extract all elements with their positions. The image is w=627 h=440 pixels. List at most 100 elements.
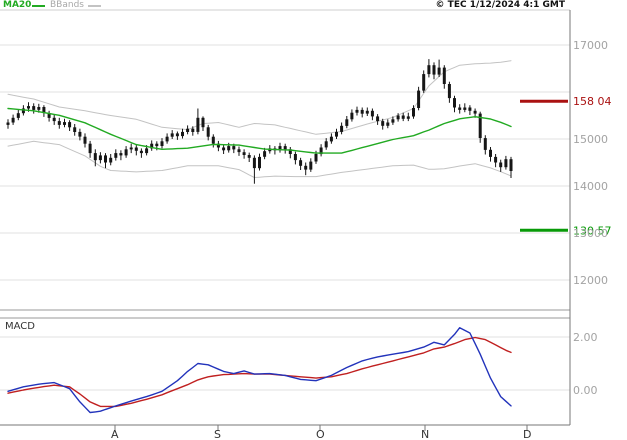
bollinger-lower-line — [7, 140, 512, 178]
candle-body — [47, 113, 51, 118]
candle-body — [42, 107, 46, 114]
candle-body — [335, 131, 338, 137]
candle-body — [145, 148, 149, 154]
candle-body — [237, 149, 241, 153]
macd-axis-label: 2.00 — [573, 331, 598, 344]
candle-body — [422, 74, 426, 91]
candle-body — [504, 159, 508, 168]
candle-body — [432, 65, 436, 75]
candle-body — [406, 116, 410, 119]
candle-body — [104, 155, 107, 163]
bbands-line-swatch — [88, 5, 101, 7]
candle-body — [293, 154, 297, 161]
candle-body — [412, 108, 415, 117]
candle-body — [473, 110, 477, 114]
macd-line — [7, 327, 512, 414]
month-label: D — [523, 428, 531, 440]
candle-body — [139, 150, 143, 154]
month-label: N — [421, 428, 429, 440]
candle-body — [494, 156, 498, 163]
copyright-text: © TEC 1/12/2024 4:1 GMT — [435, 0, 565, 10]
candle-body — [447, 84, 451, 99]
candle-body — [319, 147, 323, 155]
candle-body — [170, 133, 174, 137]
candle-body — [109, 157, 113, 163]
candle-body — [340, 125, 344, 132]
candle-body — [63, 122, 66, 125]
candle-body — [181, 131, 184, 137]
candle-body — [206, 127, 210, 137]
candle-body — [442, 67, 446, 84]
resistance-level-label: 158 04 — [573, 95, 612, 108]
y-axis-label: 14000 — [573, 180, 608, 193]
candle-body — [360, 109, 364, 114]
candle-body — [381, 121, 385, 126]
candle-body — [453, 98, 456, 108]
candle-body — [78, 131, 82, 137]
support-level-label: 130 57 — [573, 224, 612, 237]
bbands-legend-label: BBands — [50, 0, 84, 10]
candle-body — [186, 128, 190, 132]
y-axis-label: 15000 — [573, 133, 608, 146]
ma20-line — [7, 107, 512, 154]
candle-body — [114, 153, 118, 158]
candle-body — [227, 146, 231, 151]
candle-body — [160, 141, 164, 146]
candle-body — [283, 146, 287, 150]
candle-body — [463, 107, 467, 110]
candle-body — [73, 127, 77, 132]
candle-body — [6, 122, 10, 125]
candle-body — [370, 110, 374, 117]
candle-body — [196, 117, 200, 132]
candle-body — [222, 147, 226, 151]
ma20-legend-label: MA20 — [3, 0, 32, 10]
candle-body — [27, 106, 30, 109]
candle-body — [489, 149, 492, 157]
candle-body — [232, 146, 236, 150]
candle-body — [314, 154, 318, 162]
candle-body — [175, 133, 179, 137]
candle-body — [350, 112, 354, 120]
ma20-line-swatch — [32, 5, 45, 7]
candle-body — [88, 143, 92, 154]
candle-body — [499, 162, 503, 168]
candle-body — [468, 107, 472, 111]
candle-body — [68, 122, 72, 128]
bollinger-upper-line — [7, 60, 512, 135]
candle-body — [355, 109, 359, 113]
candle-body — [437, 67, 441, 75]
candle-body — [57, 121, 61, 125]
y-axis-label: 17000 — [573, 39, 608, 52]
candle-body — [242, 152, 246, 155]
candle-body — [134, 147, 138, 151]
month-label: A — [111, 428, 119, 440]
candle-body — [98, 155, 102, 161]
candle-body — [278, 146, 282, 151]
candle-body — [52, 117, 56, 122]
candle-body — [93, 153, 97, 161]
candle-body — [155, 143, 159, 147]
candle-body — [401, 115, 405, 119]
candle-body — [252, 157, 256, 169]
candle-body — [396, 115, 400, 120]
macd-axis-label: 0.00 — [573, 384, 598, 397]
candle-body — [304, 165, 308, 170]
candle-body — [509, 159, 513, 171]
candle-body — [165, 136, 169, 142]
macd-panel-title: MACD — [5, 321, 35, 332]
candle-body — [37, 107, 41, 110]
candle-body — [458, 107, 462, 110]
candle-body — [391, 119, 395, 123]
candle-body — [417, 90, 421, 108]
candle-body — [247, 155, 251, 158]
candle-body — [201, 117, 205, 128]
candle-body — [329, 136, 333, 142]
candle-body — [258, 156, 261, 169]
candle-body — [83, 136, 87, 144]
candle-body — [365, 110, 369, 114]
candle-body — [129, 147, 133, 150]
candle-body — [124, 149, 128, 156]
candle-body — [32, 106, 36, 110]
